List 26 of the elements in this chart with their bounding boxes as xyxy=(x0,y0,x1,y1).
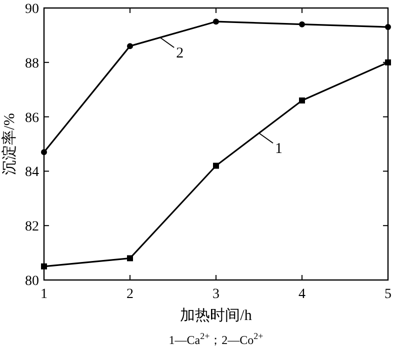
y-tick-label: 86 xyxy=(25,110,39,126)
point xyxy=(385,24,391,30)
y-tick-label: 82 xyxy=(25,220,39,235)
point xyxy=(41,263,47,270)
point xyxy=(41,149,47,156)
y-tick-label: 90 xyxy=(25,2,39,17)
x-tick-label: 1 xyxy=(40,287,48,302)
y-tick-label: 84 xyxy=(25,165,39,180)
x-tick-label: 5 xyxy=(384,287,392,302)
x-tick-label: 2 xyxy=(126,287,134,302)
legend-label: 1 xyxy=(275,141,282,158)
point xyxy=(385,59,391,66)
x-axis-title: 加热时间/h xyxy=(180,307,252,324)
point xyxy=(127,255,133,262)
point xyxy=(213,162,219,169)
point xyxy=(299,21,305,28)
point xyxy=(299,97,305,104)
legend-label: 2 xyxy=(176,46,184,62)
y-tick-label: 88 xyxy=(25,56,39,72)
point xyxy=(127,43,133,50)
x-tick-label: 3 xyxy=(212,287,220,302)
point xyxy=(213,18,219,25)
y-tick-label: 80 xyxy=(25,274,39,289)
text: 1—Ca$^{2+}$；2—Co$^{2+}$ xyxy=(168,331,264,347)
x-tick-label: 4 xyxy=(298,287,306,302)
y-axis-title: 沉淀率/% xyxy=(1,113,18,175)
